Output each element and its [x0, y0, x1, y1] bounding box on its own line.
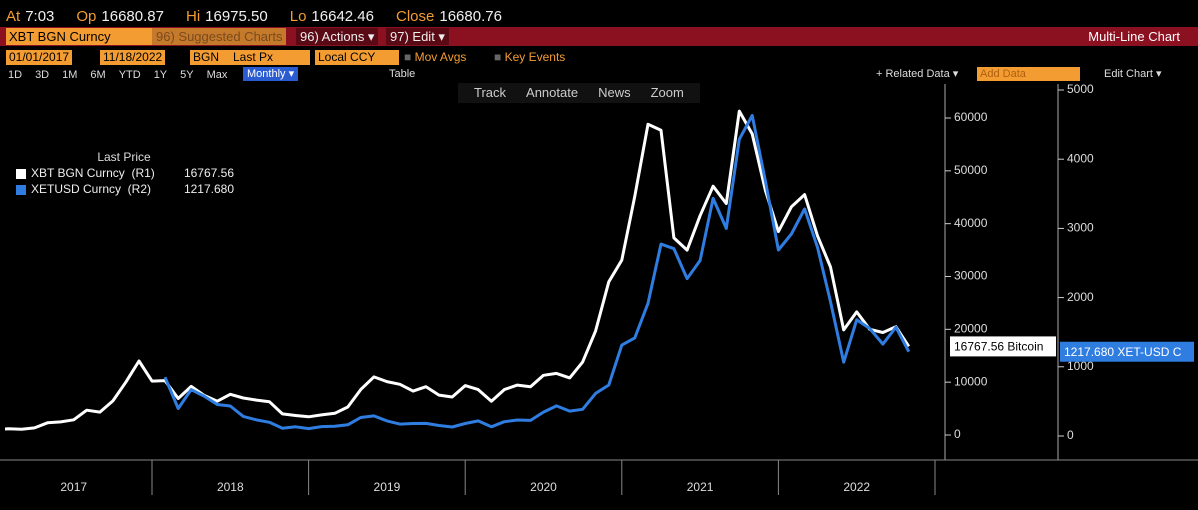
quote-label: Close [396, 8, 435, 25]
y-tick-label: 40000 [954, 216, 988, 230]
related-data[interactable]: + Related Data ▾ [876, 68, 959, 80]
chart-tools: Track Annotate News Zoom [458, 83, 700, 103]
tool-button[interactable]: Zoom [650, 85, 684, 100]
end-label-box [950, 336, 1056, 357]
series-line [163, 114, 911, 431]
option-label: Mov Avgs [414, 50, 467, 64]
end-label: 1217.680 XET-USD C [1064, 345, 1182, 359]
legend-value: 16767.56 [184, 166, 234, 180]
end-label-box [1060, 341, 1194, 362]
y2-tick-label: 0 [1067, 428, 1074, 442]
quote-value: 16642.46 [311, 8, 374, 25]
y-tick-label: 0 [954, 427, 961, 441]
legend-value: 1217.680 [184, 182, 234, 196]
period-button[interactable]: YTD [118, 69, 141, 81]
x-tick-label: 2017 [60, 480, 87, 494]
x-tick-label: 2018 [217, 480, 244, 494]
field-input[interactable]: Last Px [230, 50, 310, 65]
y-tick-label: 20000 [954, 322, 988, 336]
security-input[interactable]: XBT BGN Curncy [6, 28, 152, 45]
menu-item[interactable]: 96) Actions ▾ [296, 28, 379, 45]
quote-value: 7:03 [25, 8, 55, 25]
x-tick-label: 2022 [843, 480, 870, 494]
y-tick-label: 10000 [954, 374, 988, 388]
quote-label: At [6, 8, 21, 25]
quote-label: Hi [185, 8, 201, 25]
edit-chart[interactable]: Edit Chart ▾ [1104, 68, 1162, 80]
quote-label: Op [76, 8, 97, 25]
end-label: 16767.56 Bitcoin [954, 340, 1043, 354]
add-data[interactable]: Add Data [977, 67, 1080, 81]
menu-item[interactable]: 97) Edit ▾ [386, 28, 449, 45]
legend-label: XBT BGN Curncy (R1) [31, 166, 155, 180]
tool-button[interactable]: Annotate [526, 85, 579, 100]
tool-button[interactable]: Track [474, 85, 507, 100]
option[interactable]: ■ Mov Avgs [404, 50, 467, 64]
period-button[interactable]: 1D [8, 69, 23, 81]
quote-value: 16680.76 [439, 8, 502, 25]
period-button[interactable]: 1M [62, 69, 78, 81]
y-tick-label: 50000 [954, 163, 988, 177]
legend-swatch [16, 185, 26, 195]
quote-row: At 7:03 Op 16680.87 Hi 16975.50 Lo 16642.46 Clos… [6, 8, 524, 25]
period-button[interactable]: 5Y [180, 69, 194, 81]
source-input[interactable]: BGN [190, 50, 230, 65]
legend-swatch [16, 169, 26, 179]
y2-tick-label: 3000 [1067, 221, 1094, 235]
frequency[interactable]: Monthly ▾ [243, 67, 299, 81]
y-tick-label: 60000 [954, 110, 988, 124]
legend-title: Last Price [97, 150, 151, 164]
quote-value: 16680.87 [101, 8, 164, 25]
y2-tick-label: 1000 [1067, 359, 1094, 373]
menu-item[interactable]: 96) Suggested Charts [152, 28, 287, 45]
y2-tick-label: 5000 [1067, 82, 1094, 96]
chart-kind: Multi-Line Chart [1088, 29, 1180, 44]
x-tick-label: 2021 [687, 480, 714, 494]
x-tick-label: 2020 [530, 480, 557, 494]
y2-tick-label: 2000 [1067, 290, 1094, 304]
series-line [5, 109, 911, 431]
period-button[interactable]: 1Y [153, 69, 168, 81]
plot-area [5, 109, 911, 431]
y-tick-label: 30000 [954, 269, 988, 283]
legend-label: XETUSD Curncy (R2) [31, 182, 151, 196]
period-button[interactable]: Max [206, 69, 228, 81]
period-button[interactable]: 6M [90, 69, 106, 81]
end-date[interactable]: 11/18/2022 [100, 50, 166, 65]
quote-value: 16975.50 [205, 8, 268, 25]
quote-label: Lo [289, 8, 307, 25]
currency-input[interactable]: Local CCY [315, 50, 399, 65]
table-button[interactable]: Table [389, 68, 416, 80]
y2-tick-label: 4000 [1067, 151, 1094, 165]
legend-box [10, 147, 240, 199]
start-date[interactable]: 01/01/2017 [6, 50, 73, 65]
option-label: Key Events [504, 50, 566, 64]
period-bar: 1D 3D 1M 6M YTD 1Y 5Y Max [8, 67, 240, 82]
tool-button[interactable]: News [598, 85, 631, 100]
x-tick-label: 2019 [374, 480, 401, 494]
period-button[interactable]: 3D [35, 69, 50, 81]
option[interactable]: ■ Key Events [494, 50, 566, 64]
